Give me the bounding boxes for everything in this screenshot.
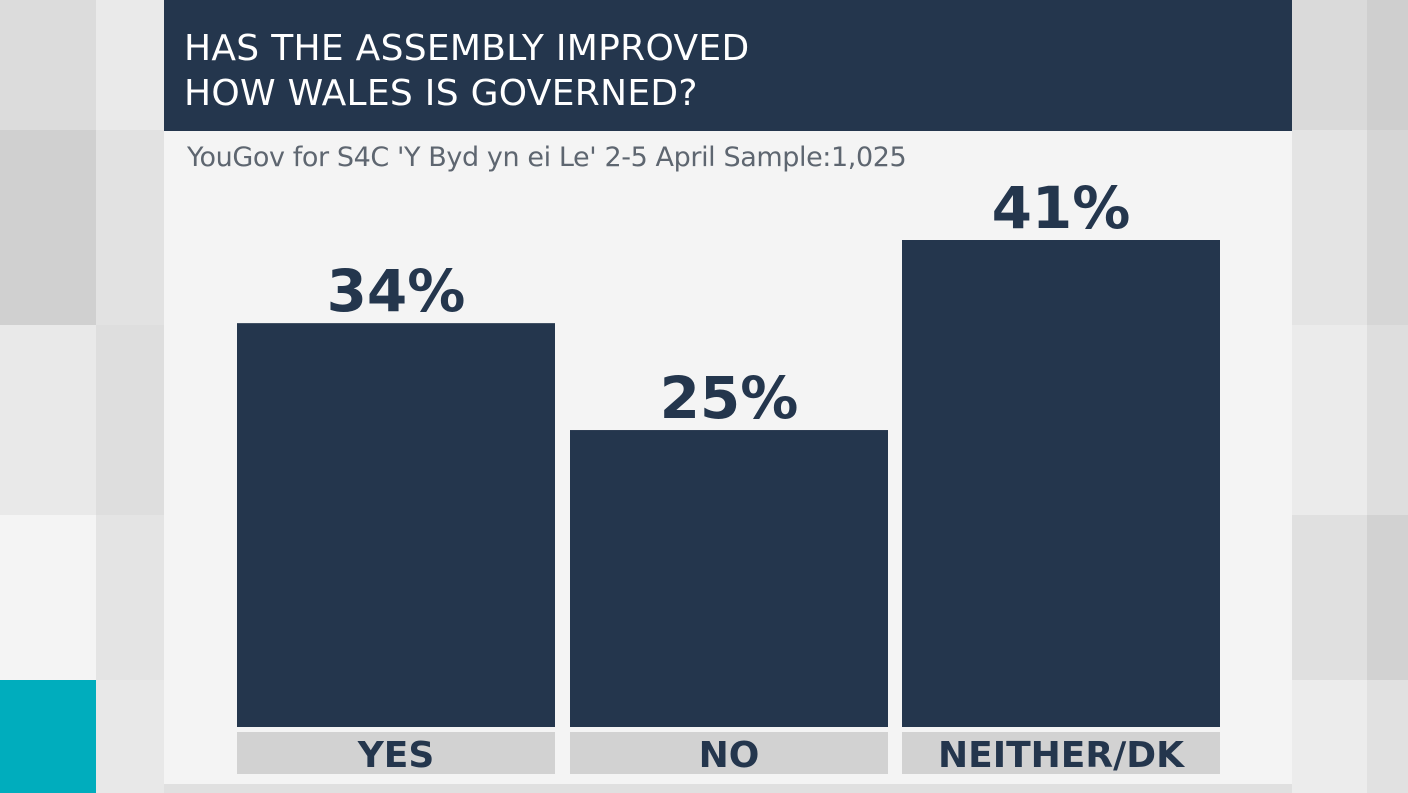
chart-subtitle: YouGov for S4C 'Y Byd yn ei Le' 2-5 Apri… [187, 142, 907, 173]
background-tile [0, 0, 96, 130]
bar-no [570, 430, 888, 727]
category-label: YES [357, 735, 435, 776]
category-box [902, 732, 1220, 774]
background-tile [0, 515, 96, 680]
background-tile [1292, 680, 1367, 793]
background-tile [96, 130, 164, 325]
background-tile [0, 130, 96, 325]
category-box [570, 732, 888, 774]
data-label: 25% [660, 364, 799, 432]
background-tile [1367, 680, 1408, 793]
title-band: HAS THE ASSEMBLY IMPROVED HOW WALES IS G… [164, 0, 1292, 131]
bar-yes [237, 323, 555, 727]
background-tile [96, 515, 164, 680]
background-tile [1367, 130, 1408, 325]
background-tile [1367, 325, 1408, 515]
background-tile [96, 680, 164, 793]
data-label: 41% [992, 174, 1131, 242]
background-tile [1292, 130, 1367, 325]
category-label: NO [699, 735, 760, 776]
background-tile [96, 0, 164, 130]
background-tile [1292, 325, 1367, 515]
category-label: NEITHER/DK [938, 735, 1185, 776]
background-tile [96, 325, 164, 515]
bar-neither-dk [902, 240, 1220, 727]
background-tile [1292, 515, 1367, 680]
background-tile [1292, 0, 1367, 130]
category-box [237, 732, 555, 774]
background-tile [1367, 515, 1408, 680]
background-tile [164, 784, 1292, 793]
title-line-1: HAS THE ASSEMBLY IMPROVED [184, 28, 750, 69]
background-tile [0, 325, 96, 515]
data-label: 34% [327, 257, 466, 325]
chart-title: HAS THE ASSEMBLY IMPROVED HOW WALES IS G… [184, 26, 749, 116]
background-tile [1367, 0, 1408, 130]
title-line-2: HOW WALES IS GOVERNED? [184, 73, 698, 114]
background-tile [0, 680, 96, 793]
